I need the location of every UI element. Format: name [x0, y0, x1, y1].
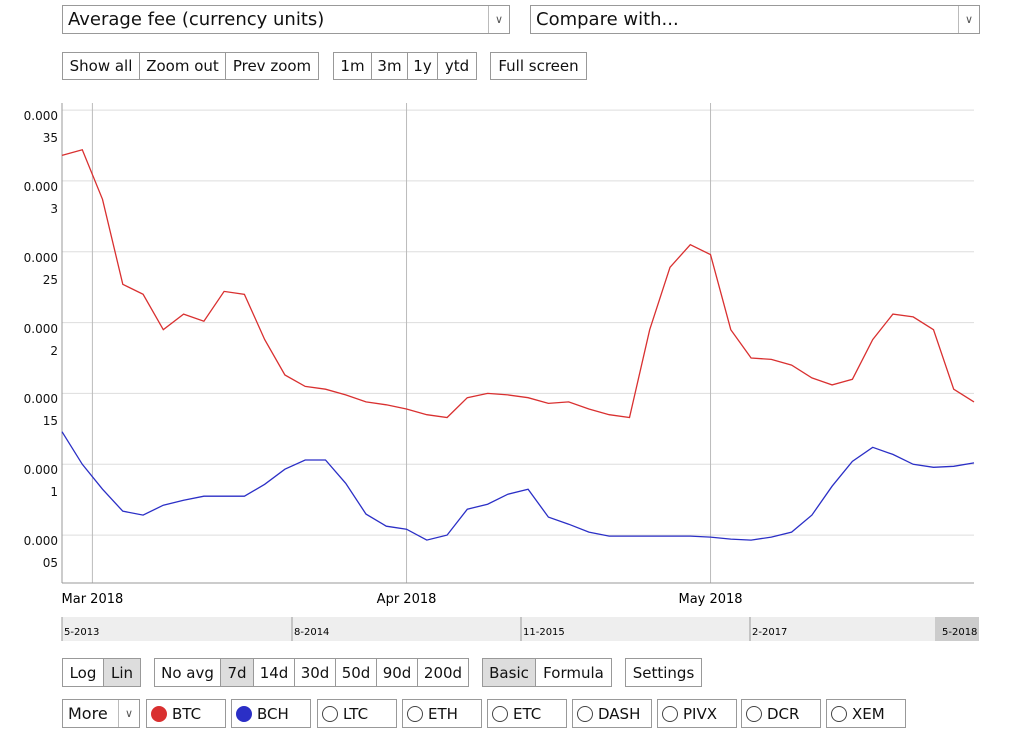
y-tick-label: 0.0003: [23, 179, 58, 216]
fullscreen-button-label: Full screen: [498, 57, 579, 75]
coin-toggle[interactable]: PIVX: [657, 699, 737, 728]
mode-button-label: Basic: [489, 663, 529, 682]
x-tick-label: Mar 2018: [62, 592, 124, 607]
coin-label: BTC: [172, 704, 202, 723]
range-button[interactable]: 1m: [333, 52, 372, 80]
navigator-label: 8-2014: [294, 627, 329, 638]
y-tick-label: 0.00015: [23, 392, 58, 429]
settings-button[interactable]: Settings: [625, 658, 702, 687]
avg-button[interactable]: 14d: [253, 658, 295, 687]
scale-button-label: Log: [69, 663, 97, 682]
range-button[interactable]: ytd: [437, 52, 477, 80]
y-tick-label: 0.00005: [23, 534, 58, 571]
avg-button-label: 30d: [300, 663, 330, 682]
range-button-label: 1y: [413, 57, 432, 75]
metric-select-label: Average fee (currency units): [68, 9, 325, 30]
zoom-button-label: Zoom out: [146, 57, 219, 75]
y-tick-label: 0.0001: [23, 463, 58, 500]
range-button-label: ytd: [444, 57, 470, 75]
zoom-button[interactable]: Show all: [62, 52, 140, 80]
range-button-label: 3m: [377, 57, 402, 75]
mode-button-label: Formula: [543, 663, 604, 682]
more-select-label: More: [68, 704, 108, 723]
coin-label: DCR: [767, 704, 800, 723]
range-button-label: 1m: [340, 57, 365, 75]
navigator-label: 2-2017: [752, 627, 787, 638]
coin-indicator: [662, 705, 678, 722]
settings-button-label: Settings: [632, 663, 695, 682]
coin-toggle[interactable]: ETH: [402, 699, 482, 728]
coin-label: ETC: [513, 704, 542, 723]
avg-button[interactable]: 90d: [376, 658, 418, 687]
coin-toggle[interactable]: XEM: [826, 699, 906, 728]
dropdown-arrow: ∨: [958, 6, 979, 33]
mode-button[interactable]: Formula: [535, 658, 612, 687]
range-button[interactable]: 3m: [371, 52, 408, 80]
avg-button-label: 50d: [341, 663, 371, 682]
series-line: [61, 431, 975, 541]
compare-select-label: Compare with...: [536, 9, 679, 30]
avg-button-label: 7d: [227, 663, 247, 682]
coin-toggle[interactable]: DCR: [741, 699, 821, 728]
avg-button-label: 14d: [259, 663, 289, 682]
avg-button-label: 90d: [382, 663, 412, 682]
coin-toggle[interactable]: LTC: [317, 699, 397, 728]
avg-button[interactable]: No avg: [154, 658, 221, 687]
avg-button-label: No avg: [161, 663, 214, 682]
coin-toggle[interactable]: ETC: [487, 699, 567, 728]
zoom-button[interactable]: Zoom out: [139, 52, 226, 80]
coin-indicator: [236, 705, 252, 722]
coin-indicator: [492, 705, 508, 722]
dropdown-arrow: ∨: [118, 700, 139, 727]
coin-toggle[interactable]: DASH: [572, 699, 652, 728]
coin-label: XEM: [852, 704, 885, 723]
coin-toggle[interactable]: BCH: [231, 699, 311, 728]
metric-select[interactable]: Average fee (currency units) ∨: [62, 5, 510, 34]
more-select[interactable]: More ∨: [62, 699, 140, 728]
coin-label: BCH: [257, 704, 289, 723]
y-tick-label: 0.00025: [23, 250, 58, 287]
coin-indicator: [151, 705, 167, 722]
coin-toggle[interactable]: BTC: [146, 699, 226, 728]
coin-label: PIVX: [683, 704, 718, 723]
navigator-label: 5-2018: [942, 627, 977, 638]
coin-indicator: [407, 705, 423, 722]
navigator-selection: [935, 617, 979, 641]
y-tick-label: 0.00035: [23, 109, 58, 146]
scale-button[interactable]: Lin: [103, 658, 141, 687]
x-tick-label: Apr 2018: [377, 592, 437, 607]
avg-button[interactable]: 7d: [220, 658, 254, 687]
avg-button-label: 200d: [423, 663, 463, 682]
scale-button[interactable]: Log: [62, 658, 104, 687]
avg-button[interactable]: 200d: [417, 658, 469, 687]
zoom-button-label: Show all: [69, 57, 133, 75]
range-button[interactable]: 1y: [407, 52, 438, 80]
dropdown-arrow: ∨: [488, 6, 509, 33]
coin-label: ETH: [428, 704, 458, 723]
coin-indicator: [746, 705, 762, 722]
mode-button[interactable]: Basic: [482, 658, 536, 687]
y-tick-label: 0.0002: [23, 321, 58, 358]
coin-label: DASH: [598, 704, 641, 723]
zoom-button-label: Prev zoom: [232, 57, 312, 75]
compare-select[interactable]: Compare with... ∨: [530, 5, 980, 34]
coin-label: LTC: [343, 704, 369, 723]
navigator-label: 11-2015: [523, 627, 565, 638]
navigator-label: 5-2013: [64, 627, 99, 638]
avg-button[interactable]: 30d: [294, 658, 336, 687]
coin-indicator: [831, 705, 847, 722]
scale-button-label: Lin: [110, 663, 134, 682]
zoom-button[interactable]: Prev zoom: [225, 52, 319, 80]
series-line: [61, 149, 975, 419]
coin-indicator: [577, 705, 593, 722]
coin-indicator: [322, 705, 338, 722]
fullscreen-button[interactable]: Full screen: [490, 52, 587, 80]
avg-button[interactable]: 50d: [335, 658, 377, 687]
x-tick-label: May 2018: [678, 592, 742, 607]
